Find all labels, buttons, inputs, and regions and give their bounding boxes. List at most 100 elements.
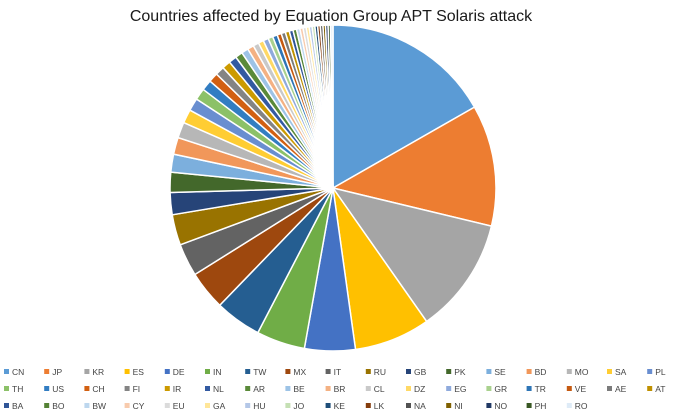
legend-item-bw: BW [84, 401, 106, 411]
legend-label: US [52, 384, 64, 394]
legend-item-eu: EU [164, 401, 185, 411]
legend-item-ae: AE [607, 384, 627, 394]
legend-label: NL [213, 384, 224, 394]
legend-label: ES [133, 367, 145, 377]
legend-swatch [325, 369, 331, 374]
legend-swatch [44, 403, 50, 408]
legend-label: PH [535, 401, 547, 411]
legend-label: TW [253, 367, 266, 377]
legend-item-eg: EG [446, 384, 466, 394]
legend-swatch [245, 403, 251, 408]
legend-label: SE [494, 367, 506, 377]
legend-item-it: IT [325, 367, 341, 377]
legend-item-pl: PL [647, 367, 666, 377]
legend-label: GB [414, 367, 427, 377]
legend-swatch [325, 403, 331, 408]
legend-item-tw: TW [245, 367, 266, 377]
legend-label: BA [12, 401, 24, 411]
legend-item-mo: MO [566, 367, 589, 377]
legend-label: KE [334, 401, 346, 411]
legend-item-lk: LK [365, 401, 385, 411]
legend-swatch [164, 403, 170, 408]
legend-item-cy: CY [124, 401, 145, 411]
pie-slices [169, 24, 497, 352]
legend-swatch [526, 369, 532, 374]
legend-label: KR [92, 367, 104, 377]
legend-item-gr: GR [486, 384, 507, 394]
legend-item-th: TH [4, 384, 23, 394]
legend-label: IR [173, 384, 182, 394]
legend-swatch [205, 369, 210, 374]
legend-label: BR [334, 384, 346, 394]
legend-label: NA [414, 401, 426, 411]
legend-swatch [526, 403, 532, 408]
legend-label: BE [293, 384, 305, 394]
legend-swatch [365, 403, 371, 408]
legend-label: MX [293, 367, 306, 377]
pie-slice-kr [331, 186, 493, 323]
legend-item-tr: TR [526, 384, 546, 394]
legend-label: FI [133, 384, 141, 394]
legend-item-ve: VE [566, 384, 587, 394]
legend-item-ke: KE [325, 401, 346, 411]
legend-label: EG [454, 384, 466, 394]
legend-item-in: IN [205, 367, 222, 377]
legend-item-ro: RO [566, 401, 588, 411]
legend-swatch [406, 403, 411, 408]
legend-item-bd: BD [526, 367, 547, 377]
legend-swatch [245, 386, 251, 391]
legend-swatch [365, 369, 371, 374]
legend-swatch [205, 386, 210, 391]
legend-item-fi: FI [124, 384, 141, 394]
legend-label: AT [655, 384, 665, 394]
legend-item-hu: HU [245, 401, 265, 411]
legend-swatch [285, 369, 291, 374]
legend-label: GR [494, 384, 507, 394]
legend-item-ba: BA [4, 401, 24, 411]
legend-swatch [526, 386, 532, 391]
legend-swatch [406, 386, 411, 391]
legend-label: MO [575, 367, 589, 377]
legend-swatch [486, 386, 492, 391]
legend-label: JO [293, 401, 304, 411]
legend-label: TR [535, 384, 546, 394]
legend-label: CY [133, 401, 145, 411]
legend-item-jp: JP [44, 367, 62, 377]
legend-item-se: SE [486, 367, 506, 377]
pie-slice-jp [330, 106, 497, 228]
legend-swatch [566, 369, 572, 374]
legend-item-cl: CL [365, 384, 385, 394]
legend-swatch [486, 369, 492, 374]
legend-swatch [245, 369, 251, 374]
legend-label: BO [52, 401, 65, 411]
legend-item-jo: JO [285, 401, 305, 411]
legend-swatch [406, 369, 411, 374]
legend: CN JP KR ES DE IN TW MX IT RU GB PK SE BD MO SA PL TH US CH… [4, 367, 666, 411]
legend-swatch [607, 386, 612, 391]
legend-item-gb: GB [406, 367, 427, 377]
legend-label: IN [213, 367, 222, 377]
legend-label: NO [494, 401, 507, 411]
legend-label: PL [655, 367, 666, 377]
legend-swatch [446, 403, 452, 408]
legend-item-pk: PK [446, 367, 466, 377]
legend-label: AE [615, 384, 627, 394]
legend-label: NI [454, 401, 463, 411]
legend-swatch [325, 386, 331, 391]
legend-item-ar: AR [245, 384, 265, 394]
legend-label: BD [535, 367, 547, 377]
legend-label: RO [575, 401, 588, 411]
chart-title: Countries affected by Equation Group APT… [130, 8, 533, 25]
legend-item-ni: NI [446, 401, 463, 411]
legend-label: CN [12, 367, 24, 377]
legend-swatch [4, 386, 9, 391]
legend-label: AR [253, 384, 265, 394]
legend-swatch [566, 403, 572, 408]
legend-item-br: BR [325, 384, 346, 394]
legend-label: JP [52, 367, 62, 377]
legend-item-dz: DZ [406, 384, 425, 394]
legend-label: VE [575, 384, 587, 394]
legend-label: CH [92, 384, 104, 394]
legend-swatch [4, 403, 9, 408]
